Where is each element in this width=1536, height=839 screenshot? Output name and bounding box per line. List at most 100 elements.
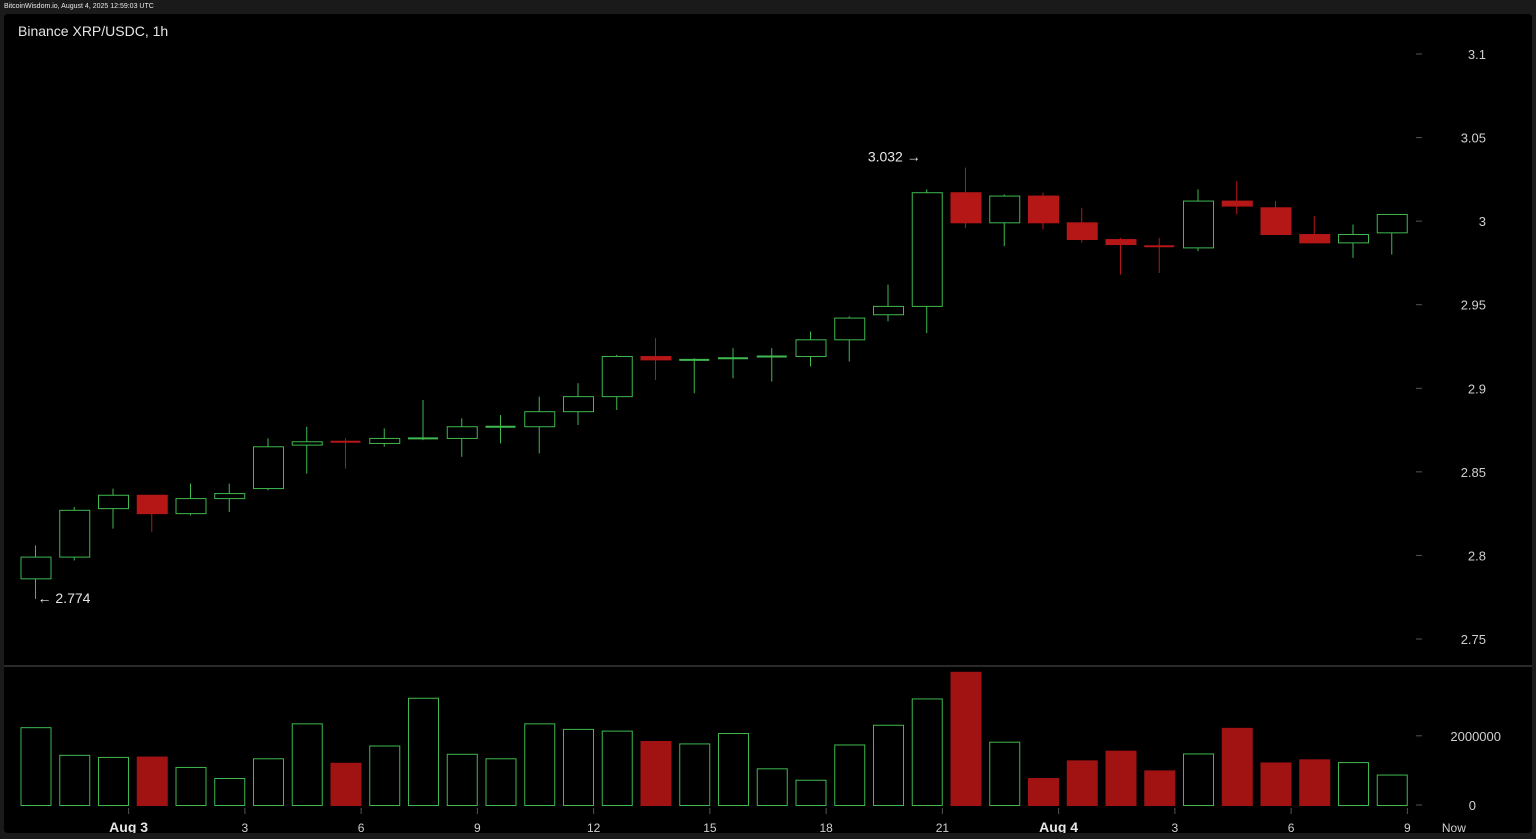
candle-body	[950, 192, 982, 224]
volume-bar	[679, 743, 711, 807]
time-tick-label: Now	[1442, 821, 1466, 833]
price-tick-label: 2.85	[1461, 465, 1486, 480]
price-tick-label: 2.75	[1461, 632, 1486, 647]
volume-bar	[369, 745, 401, 807]
candle-body	[1376, 213, 1408, 234]
volume-bar	[175, 766, 207, 806]
candle	[408, 399, 438, 441]
candle-body	[1299, 234, 1331, 244]
volume-bar	[524, 723, 556, 806]
candle-body	[291, 441, 323, 446]
candle	[1144, 237, 1175, 273]
candle	[873, 284, 904, 322]
volume-tick-label: 2000000	[1450, 729, 1501, 744]
candle-body	[175, 498, 207, 515]
candle	[1183, 189, 1214, 252]
volume-bar	[1260, 762, 1292, 807]
time-tick-label: 9	[474, 821, 481, 833]
candlestick-chart[interactable]: 3.1 3.05 3 2.95 2.9 2.85 2.8 2.75 2000000 0 Aug …	[4, 14, 1532, 833]
candle	[1105, 237, 1137, 275]
volume-bar	[1221, 727, 1253, 807]
candle	[1299, 216, 1331, 244]
candle-body	[873, 305, 904, 316]
candle-body	[1338, 234, 1369, 244]
price-axis: 3.1 3.05 3 2.95 2.9 2.85 2.8 2.75	[1416, 47, 1486, 647]
time-tick-label: 6	[358, 821, 365, 833]
candle	[1221, 181, 1253, 215]
price-tick-label: 3.05	[1461, 131, 1486, 146]
volume-tick-label: 0	[1469, 798, 1476, 813]
volume-bar	[718, 733, 749, 806]
candle	[59, 506, 91, 561]
volume-bar	[408, 697, 439, 807]
candle	[718, 348, 748, 379]
volume-bar	[950, 671, 982, 806]
time-tick-label: 21	[936, 821, 950, 833]
price-tick-label: 2.95	[1461, 298, 1486, 313]
volume-bar	[1338, 762, 1369, 807]
candle	[1376, 213, 1408, 255]
volume-bar	[640, 741, 672, 806]
candle	[834, 316, 866, 362]
candle	[20, 545, 52, 599]
annotations: ← 2.774 3.032 →	[38, 149, 921, 606]
candle-body	[834, 317, 866, 341]
price-tick-label: 2.8	[1468, 548, 1486, 563]
candle-body	[911, 192, 943, 307]
candle	[1260, 201, 1292, 236]
timestamp-label: BitcoinWisdom.io, August 4, 2025 12:59:0…	[4, 3, 154, 10]
candle-body	[1183, 200, 1214, 249]
volume-bar	[1299, 759, 1331, 807]
volume-bar	[873, 724, 904, 806]
candle-body	[640, 356, 672, 361]
candle	[175, 483, 207, 516]
candles	[20, 167, 1408, 599]
time-tick-label: 6	[1288, 821, 1295, 833]
volume-axis: 2000000 0	[1416, 729, 1501, 813]
candle	[1338, 224, 1369, 258]
time-tick-label: 9	[1404, 821, 1411, 833]
candle-body	[369, 437, 401, 444]
candle	[679, 358, 710, 394]
volume-bar	[601, 730, 633, 807]
candle-body	[1260, 207, 1292, 236]
candle	[214, 483, 246, 512]
candle	[989, 194, 1021, 247]
volume-bar	[214, 778, 246, 807]
candle-body	[98, 494, 129, 510]
candle-body	[136, 494, 168, 515]
candle-body	[563, 396, 594, 413]
candle-body	[214, 493, 246, 500]
candle-body	[20, 556, 52, 580]
candle-body	[601, 356, 633, 398]
volume-bar	[1144, 770, 1176, 806]
time-tick-label: Aug 3	[109, 819, 148, 833]
time-tick-label: 12	[587, 821, 601, 833]
volume-bar	[989, 741, 1021, 807]
time-tick-label: 3	[242, 821, 249, 833]
time-tick-label: 3	[1172, 821, 1179, 833]
candle	[253, 438, 284, 491]
candle-body	[524, 411, 556, 428]
candle	[369, 428, 401, 447]
volume-bar	[563, 728, 594, 807]
price-tick-label: 3	[1479, 214, 1486, 229]
volume-bar	[485, 758, 517, 807]
candle-body	[59, 509, 91, 558]
candle-body	[1221, 200, 1253, 207]
candle	[330, 438, 361, 469]
candle	[485, 415, 516, 444]
candle	[1028, 192, 1059, 230]
chart-title: Binance XRP/USDC, 1h	[18, 23, 169, 39]
volume-bar	[59, 754, 91, 806]
candle	[640, 338, 672, 380]
candle-body	[1105, 239, 1137, 246]
candle	[911, 189, 943, 334]
candle	[446, 418, 478, 457]
volume-bar	[1183, 753, 1214, 806]
time-tick-label: 18	[819, 821, 833, 833]
candle	[524, 396, 556, 454]
volume-bar	[834, 744, 866, 807]
candle	[1066, 207, 1098, 243]
volume-bar	[1028, 778, 1059, 807]
